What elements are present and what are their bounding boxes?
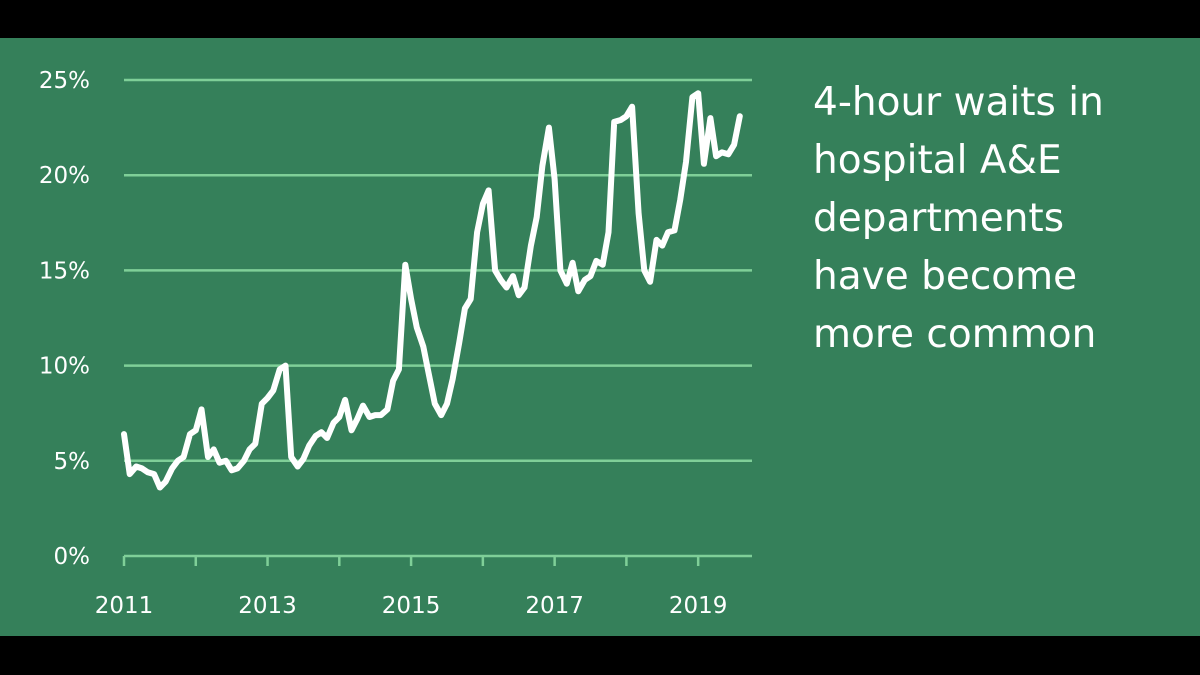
x-tick-label: 2019 (669, 593, 728, 619)
y-tick-label: 0% (54, 544, 91, 570)
y-tick-label: 25% (39, 68, 90, 94)
y-tick-label: 5% (54, 449, 91, 475)
headline-line: 4-hour waits in (813, 80, 1104, 125)
x-tick-label: 2015 (382, 593, 441, 619)
headline-line: hospital A&E (813, 138, 1062, 183)
x-tick-label: 2013 (238, 593, 297, 619)
headline-line: have become (813, 254, 1078, 299)
x-tick-label: 2017 (525, 593, 584, 619)
series-line (121, 90, 743, 491)
x-axis: 2011 2013 2015 2017 2019 (95, 554, 752, 619)
headline-line: more common (813, 312, 1097, 357)
y-tick-label: 20% (39, 163, 90, 189)
chart-panel: 0% 5% 10% 15% 20% 25% 2011 2013 2015 2017 2019 4-… (0, 38, 1200, 636)
series-group (121, 90, 743, 491)
x-tick-label: 2011 (95, 593, 154, 619)
headline: 4-hour waits in hospital A&E departments ha… (813, 74, 1183, 364)
y-tick-label: 10% (39, 354, 90, 380)
headline-line: departments (813, 196, 1065, 241)
gridlines (124, 78, 752, 463)
line-chart: 0% 5% 10% 15% 20% 25% 2011 2013 2015 2017 2019 (39, 68, 752, 619)
y-tick-label: 15% (39, 258, 90, 284)
y-axis-tick-labels: 0% 5% 10% 15% 20% 25% (39, 68, 90, 570)
